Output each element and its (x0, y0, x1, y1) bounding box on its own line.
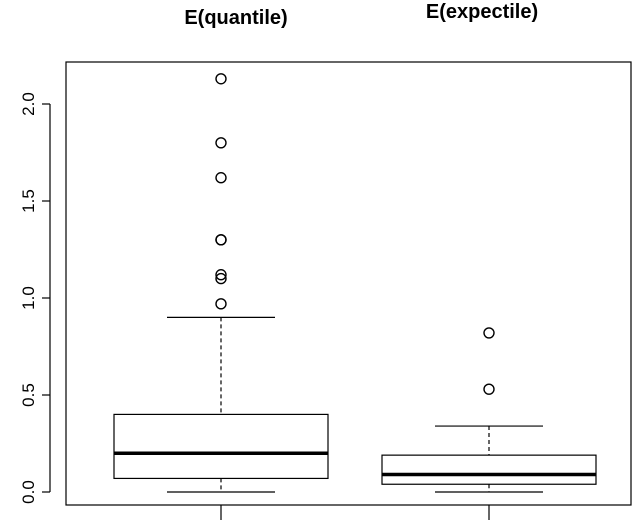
y-tick-label: 2.0 (19, 92, 38, 116)
outlier-point (483, 383, 495, 395)
box-iqr (381, 454, 597, 485)
outlier-point (215, 269, 227, 281)
boxes-group (113, 73, 597, 520)
outlier-point (215, 272, 227, 285)
outlier-point (215, 73, 227, 85)
outlier-point (215, 298, 227, 310)
y-tick-label: 1.5 (19, 189, 38, 213)
y-tick-label: 0.5 (19, 383, 38, 407)
outlier-point (483, 327, 495, 339)
outlier-point (215, 137, 227, 149)
y-tick-label: 0.0 (19, 480, 38, 504)
box-title-2: E(expectile) (426, 1, 538, 23)
box-title-1: E(quantile) (184, 7, 287, 29)
outlier-point (215, 172, 227, 184)
y-tick-label: 1.0 (19, 286, 38, 310)
outlier-point (215, 234, 227, 246)
y-axis: 0.0 0.5 1.0 1.5 2.0 (19, 92, 51, 504)
plot-frame (65, 61, 632, 506)
box-iqr (113, 413, 329, 480)
